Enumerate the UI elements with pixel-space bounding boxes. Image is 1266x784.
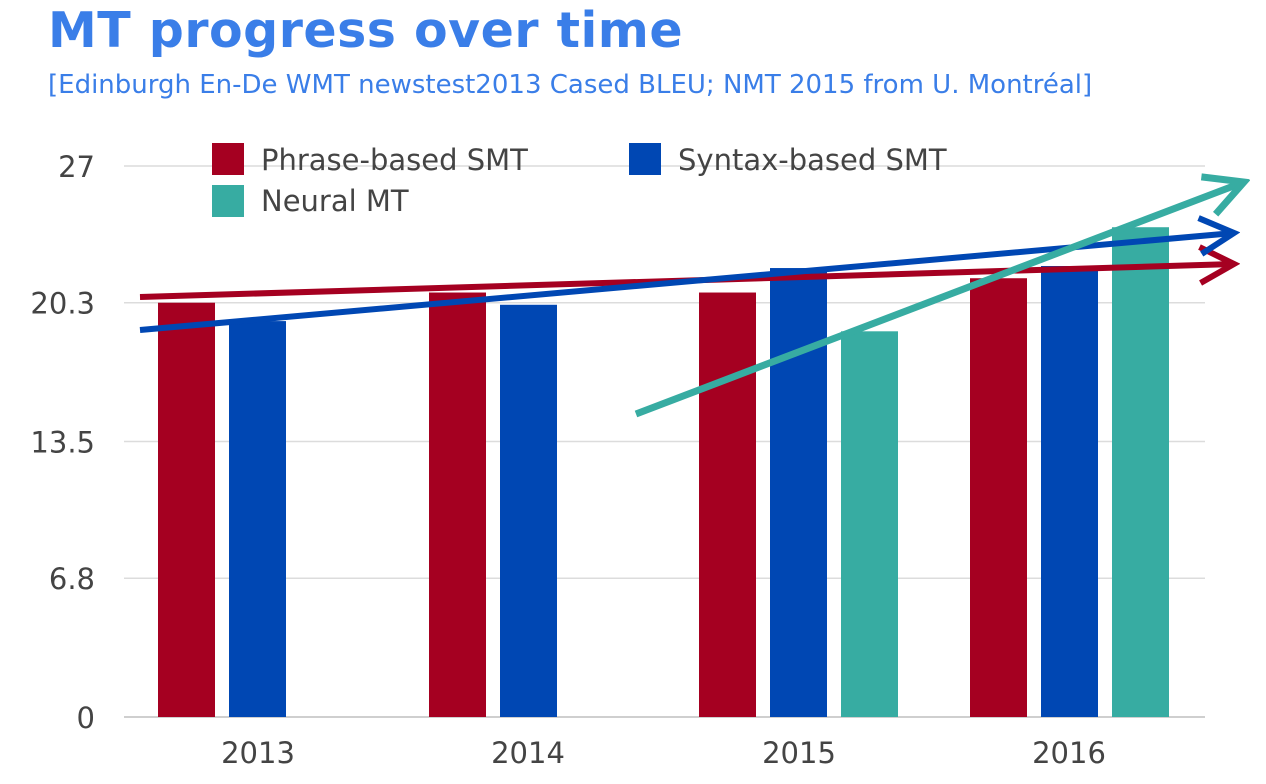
legend-swatch-syntax-based [629, 143, 661, 175]
y-tick-label: 27 [58, 150, 95, 184]
legend-swatch-neural [212, 185, 244, 217]
bar-phrase-based-2016 [970, 278, 1027, 717]
legend-label-syntax-based: Syntax-based SMT [678, 143, 947, 177]
legend-swatch-phrase-based [212, 143, 244, 175]
x-tick-label: 2013 [221, 736, 295, 770]
trend-arrow-syntax-based [139, 233, 1234, 333]
bar-syntax-based-2013 [229, 321, 286, 717]
trend-arrow-neural [634, 182, 1244, 418]
x-axis: 2013 2014 2015 2016 [221, 736, 1106, 770]
legend: Phrase-based SMT Syntax-based SMT Neural… [212, 143, 947, 218]
bar-neural-2016 [1112, 227, 1169, 717]
bar-syntax-based-2014 [500, 304, 557, 717]
x-tick-label: 2015 [762, 736, 836, 770]
chart-title: MT progress over time [48, 2, 684, 59]
y-tick-label: 6.8 [49, 562, 95, 596]
bar-phrase-based-2014 [429, 292, 486, 717]
y-axis: 0 6.8 13.5 20.3 27 [30, 150, 95, 735]
bar-neural-2015 [841, 331, 898, 717]
y-tick-label: 13.5 [30, 426, 95, 460]
y-tick-label: 20.3 [30, 287, 95, 321]
legend-label-neural: Neural MT [261, 184, 409, 218]
bar-syntax-based-2015 [770, 268, 827, 717]
bar-syntax-based-2016 [1041, 265, 1098, 717]
x-tick-label: 2014 [491, 736, 565, 770]
chart-subtitle: [Edinburgh En-De WMT newstest2013 Cased … [48, 70, 1093, 100]
bars [158, 227, 1169, 717]
legend-label-phrase-based: Phrase-based SMT [261, 143, 528, 177]
bar-phrase-based-2015 [699, 292, 756, 717]
bar-phrase-based-2013 [158, 302, 215, 717]
y-tick-label: 0 [77, 701, 95, 735]
x-tick-label: 2016 [1032, 736, 1106, 770]
